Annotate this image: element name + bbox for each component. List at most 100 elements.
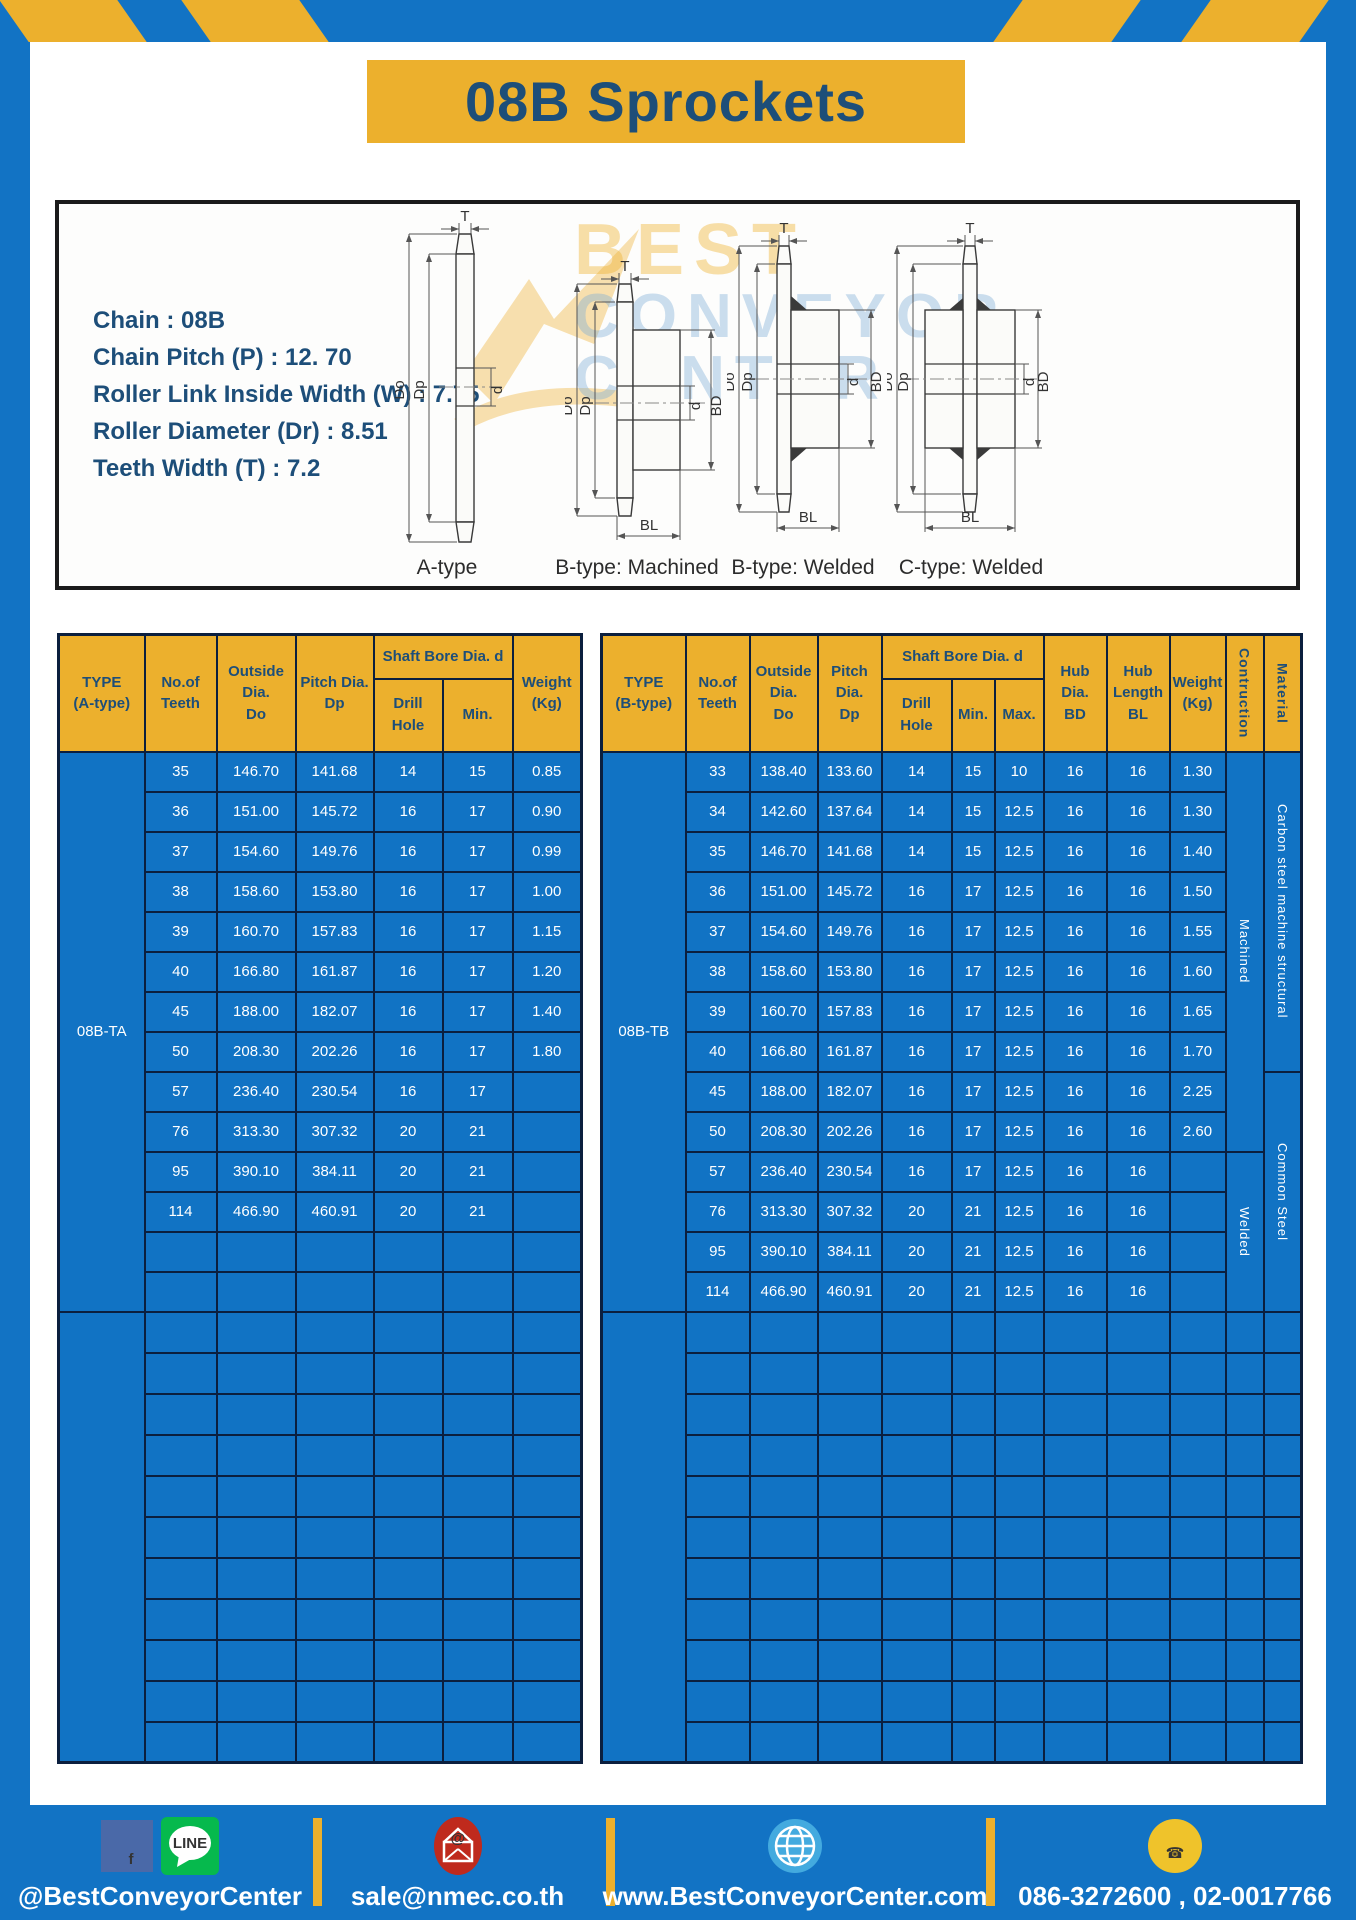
empty-cell — [1224, 1392, 1265, 1436]
cell-drill-hole: 16 — [372, 830, 444, 873]
cell-outside-dia: 158.60 — [215, 870, 297, 913]
cell-pitch-dia: 384.11 — [816, 1230, 883, 1273]
cell-pitch-dia: 149.76 — [294, 830, 375, 873]
spec-line: Roller Link Inside Width (W) : 7.75 — [93, 381, 480, 408]
phone-numbers: 086-3272600 , 02-0017766 — [1018, 1881, 1332, 1911]
dim-label-dp: Dp — [411, 380, 428, 399]
cell-outside-dia: 466.90 — [215, 1190, 297, 1233]
table-row — [602, 1392, 1303, 1436]
table-row — [59, 1230, 583, 1273]
empty-cell — [441, 1679, 514, 1723]
empty-cell — [1168, 1679, 1227, 1723]
construction-cell: Welded — [1224, 1150, 1265, 1313]
empty-cell — [143, 1230, 218, 1273]
cell-max: 12.5 — [993, 790, 1045, 833]
header-min: Min. — [441, 677, 514, 753]
cell-drill-hole: 16 — [880, 1030, 953, 1073]
header-outside: Outside Dia. Do — [215, 633, 297, 753]
empty-cell — [294, 1433, 375, 1477]
empty-cell — [880, 1638, 953, 1682]
empty-cell — [1042, 1474, 1108, 1518]
table-row — [602, 1720, 1303, 1764]
cell-max: 12.5 — [993, 910, 1045, 953]
empty-cell — [748, 1392, 819, 1436]
cell-teeth: 45 — [143, 990, 218, 1033]
cell-drill-hole: 16 — [372, 990, 444, 1033]
table-row — [602, 1474, 1303, 1518]
empty-cell — [748, 1679, 819, 1723]
empty-cell — [880, 1556, 953, 1600]
cell-min: 17 — [441, 1070, 514, 1113]
empty-cell — [294, 1720, 375, 1764]
cell-teeth: 76 — [684, 1190, 751, 1233]
cell-weight — [511, 1150, 583, 1193]
empty-cell — [684, 1720, 751, 1764]
spec-line: Chain : 08B — [93, 307, 226, 334]
empty-cell — [372, 1679, 444, 1723]
cell-weight — [511, 1070, 583, 1113]
cell-drill-hole: 14 — [880, 830, 953, 873]
drawing-b-type-machined: T Do Dp d BD BL — [565, 260, 725, 540]
cell-weight: 1.50 — [1168, 870, 1227, 913]
cell-drill-hole: 16 — [372, 950, 444, 993]
cell-min: 17 — [441, 870, 514, 913]
cell-max: 12.5 — [993, 1150, 1045, 1193]
table-b-body: 08B-TB 33 138.40 133.60 14 15 10 16 16 1.30 Machin… — [600, 750, 1303, 1764]
cell-hub-dia: 16 — [1042, 1230, 1108, 1273]
drawing-a-type: T Do Dp d — [395, 210, 506, 543]
cell-pitch-dia: 137.64 — [816, 790, 883, 833]
table-row: 08B-TB 33 138.40 133.60 14 15 10 16 16 1.30 Machin… — [600, 750, 1303, 1313]
empty-cell — [294, 1679, 375, 1723]
table-row — [59, 1720, 583, 1764]
empty-cell — [816, 1392, 883, 1436]
empty-cell — [143, 1351, 218, 1395]
cell-teeth: 50 — [143, 1030, 218, 1073]
table-row — [602, 1351, 1303, 1395]
empty-cell — [143, 1433, 218, 1477]
table-row: 39 160.70 157.83 16 17 12.5 16 16 1.65 — [602, 990, 1302, 1033]
header-shaft-bore: Shaft Bore Dia. d — [372, 633, 514, 680]
cell-pitch-dia: 161.87 — [816, 1030, 883, 1073]
spec-line: Roller Diameter (Dr) : 8.51 — [93, 418, 388, 445]
table-row: 50 208.30 202.26 16 17 12.5 16 16 2.60 — [602, 1110, 1302, 1153]
empty-cell — [816, 1433, 883, 1477]
empty-cell — [748, 1638, 819, 1682]
cell-min: 17 — [441, 830, 514, 873]
cell-pitch-dia: 307.32 — [816, 1190, 883, 1233]
cell-min: 21 — [441, 1150, 514, 1193]
cell-teeth: 39 — [143, 910, 218, 953]
header-weight: Weight (Kg) — [511, 633, 583, 753]
table-row — [59, 1638, 583, 1682]
empty-cell — [1224, 1433, 1265, 1477]
cell-drill-hole: 16 — [880, 990, 953, 1033]
empty-cell — [880, 1597, 953, 1641]
cell-min: 17 — [441, 1030, 514, 1073]
chain-specs: Chain : 08B Chain Pitch (P) : 12. 70 Rol… — [93, 302, 479, 487]
empty-cell — [950, 1515, 996, 1559]
cell-outside-dia: 313.30 — [748, 1190, 819, 1233]
cell-min: 21 — [950, 1270, 996, 1313]
empty-cell — [816, 1556, 883, 1600]
cell-outside-dia: 166.80 — [748, 1030, 819, 1073]
cell-drill-hole: 16 — [372, 1030, 444, 1073]
cell-drill-hole: 20 — [372, 1150, 444, 1193]
empty-cell — [441, 1556, 514, 1600]
empty-cell — [816, 1310, 883, 1354]
empty-cell — [1262, 1720, 1303, 1764]
cell-weight: 0.99 — [511, 830, 583, 873]
cell-weight: 1.80 — [511, 1030, 583, 1073]
table-row — [59, 1433, 583, 1477]
empty-cell — [993, 1474, 1045, 1518]
table-row: 35 146.70 141.68 14 15 12.5 16 16 1.40 — [602, 830, 1302, 873]
empty-cell — [684, 1679, 751, 1723]
empty-cell — [372, 1392, 444, 1436]
empty-cell — [215, 1638, 297, 1682]
cell-hub-dia: 16 — [1042, 1270, 1108, 1313]
dim-label-bd: BD — [708, 395, 725, 416]
dim-label-do: Do — [727, 372, 738, 391]
cell-drill-hole: 20 — [880, 1230, 953, 1273]
empty-cell — [511, 1230, 583, 1273]
empty-cell — [1042, 1310, 1108, 1354]
empty-cell — [748, 1515, 819, 1559]
cell-teeth: 57 — [684, 1150, 751, 1193]
